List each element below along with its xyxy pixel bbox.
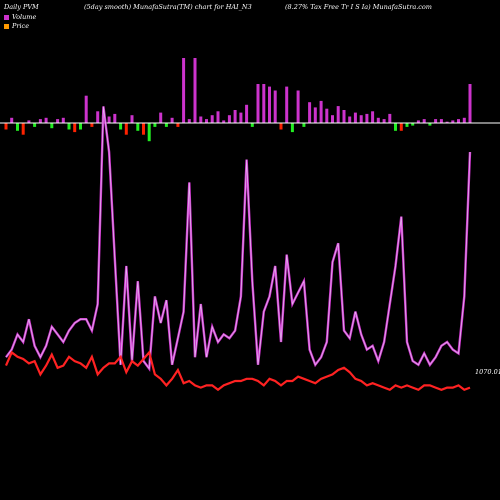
bar-25 xyxy=(147,123,151,142)
price-series-line xyxy=(4,350,471,392)
bar-29 xyxy=(170,117,174,123)
chart-subtitle-right: (8.27% Tax Free Tr I S Ia) MunafaSutra.c… xyxy=(285,3,432,11)
bar-4 xyxy=(27,120,31,123)
bar-61 xyxy=(353,112,357,123)
bar-35 xyxy=(205,119,208,123)
bar-42 xyxy=(245,104,249,123)
bar-41 xyxy=(239,112,243,123)
bar-34 xyxy=(199,116,203,123)
bar-46 xyxy=(268,86,271,123)
bar-74 xyxy=(428,123,432,126)
bar-23 xyxy=(136,123,140,131)
bar-72 xyxy=(416,120,420,123)
bar-80 xyxy=(462,117,466,123)
bar-37 xyxy=(216,111,220,123)
bar-19 xyxy=(113,113,117,123)
bar-14 xyxy=(84,95,88,123)
bar-40 xyxy=(233,110,237,123)
bar-31 xyxy=(182,58,186,123)
legend-price: Price xyxy=(4,22,29,30)
bar-76 xyxy=(439,119,443,123)
bar-2 xyxy=(16,123,19,131)
bar-24 xyxy=(142,123,145,135)
bar-39 xyxy=(227,115,231,123)
bar-45 xyxy=(262,84,266,123)
bar-28 xyxy=(164,123,168,127)
bar-60 xyxy=(348,116,352,123)
bar-16 xyxy=(96,111,100,123)
bar-1 xyxy=(10,117,14,123)
bar-7 xyxy=(44,117,48,123)
bar-20 xyxy=(119,123,123,130)
legend-price-label: Price xyxy=(12,22,30,30)
bar-11 xyxy=(67,123,71,130)
last-price-label: 1070.01 xyxy=(475,368,500,376)
bar-56 xyxy=(325,108,329,123)
bar-18 xyxy=(107,116,111,123)
volume-bars xyxy=(4,58,472,142)
bar-77 xyxy=(445,121,449,123)
bar-13 xyxy=(79,123,82,130)
bar-64 xyxy=(371,111,375,123)
chart-title: (5day smooth) MunafaSutra(TM) chart for … xyxy=(84,3,252,11)
bar-12 xyxy=(73,123,77,133)
bar-50 xyxy=(290,123,294,133)
bar-5 xyxy=(33,123,37,127)
bar-57 xyxy=(331,115,334,123)
bar-79 xyxy=(457,119,460,123)
bar-10 xyxy=(61,117,65,123)
bar-75 xyxy=(434,119,438,123)
bar-38 xyxy=(222,120,226,123)
bar-47 xyxy=(273,90,277,123)
bar-54 xyxy=(313,107,317,123)
bar-55 xyxy=(319,100,323,123)
bar-68 xyxy=(394,123,397,131)
bar-63 xyxy=(365,113,369,123)
bar-66 xyxy=(382,119,386,123)
bar-21 xyxy=(124,123,128,135)
legend-volume: Volume xyxy=(4,13,36,21)
bar-43 xyxy=(250,123,254,127)
bar-73 xyxy=(422,119,426,123)
bar-65 xyxy=(376,117,380,123)
bar-69 xyxy=(399,123,403,131)
bar-52 xyxy=(302,123,306,127)
bar-70 xyxy=(405,123,409,127)
bar-26 xyxy=(153,123,157,127)
bar-0 xyxy=(4,123,8,130)
bar-81 xyxy=(468,84,472,123)
bar-9 xyxy=(56,119,60,123)
bar-48 xyxy=(279,123,283,130)
bar-32 xyxy=(187,119,191,123)
bar-49 xyxy=(285,86,289,123)
bar-67 xyxy=(388,113,392,123)
legend-price-swatch xyxy=(4,23,9,29)
bar-53 xyxy=(308,102,312,123)
bar-59 xyxy=(342,110,346,123)
bar-3 xyxy=(21,123,25,135)
bar-15 xyxy=(90,123,94,127)
bar-27 xyxy=(159,112,163,123)
volume-series-highlight xyxy=(5,106,471,370)
bar-44 xyxy=(256,84,260,123)
bar-22 xyxy=(130,115,134,123)
bar-78 xyxy=(451,120,455,123)
bar-6 xyxy=(38,119,42,123)
bar-33 xyxy=(193,58,197,123)
bar-62 xyxy=(359,115,363,123)
bar-71 xyxy=(411,123,415,126)
bar-51 xyxy=(296,90,300,123)
bar-8 xyxy=(50,123,54,129)
legend-volume-label: Volume xyxy=(12,13,37,21)
chart-subtitle-left: Daily PVM xyxy=(4,3,39,11)
bar-30 xyxy=(176,123,180,127)
bar-36 xyxy=(210,115,214,123)
legend-volume-swatch xyxy=(4,14,9,20)
bar-58 xyxy=(336,106,340,123)
